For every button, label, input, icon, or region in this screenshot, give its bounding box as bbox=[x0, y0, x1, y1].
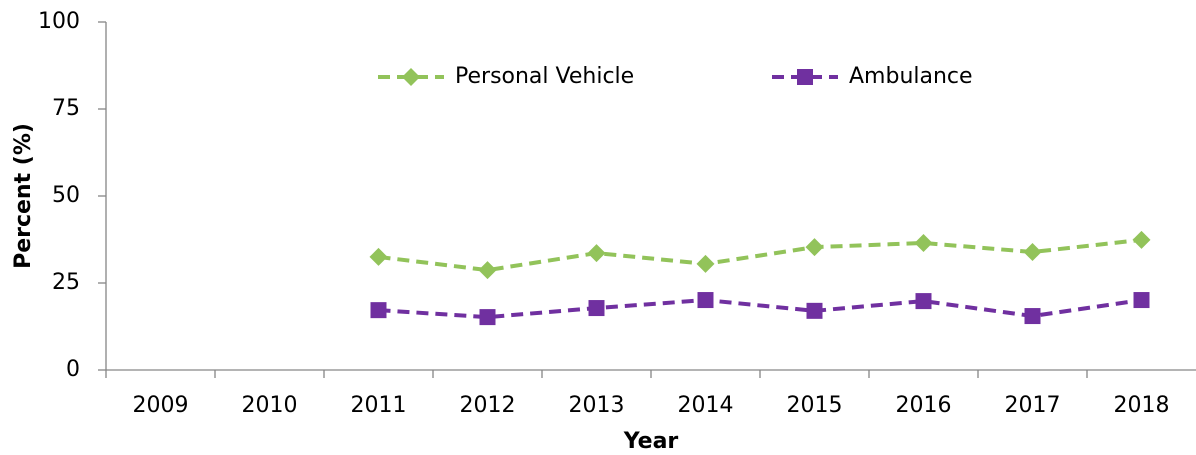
x-tick-label: 2013 bbox=[569, 393, 625, 418]
x-tick-label: 2018 bbox=[1114, 393, 1170, 418]
x-tick-label: 2014 bbox=[678, 393, 734, 418]
marker bbox=[588, 300, 605, 317]
legend-label: Personal Vehicle bbox=[455, 64, 634, 89]
marker bbox=[402, 68, 420, 86]
x-tick-label: 2015 bbox=[787, 393, 843, 418]
series-line bbox=[378, 237, 1142, 273]
marker bbox=[1024, 308, 1041, 325]
marker bbox=[1132, 230, 1151, 249]
marker bbox=[1133, 292, 1150, 309]
marker bbox=[478, 261, 497, 280]
x-tick-label: 2017 bbox=[1005, 393, 1061, 418]
x-tick-label: 2016 bbox=[896, 393, 952, 418]
x-tick-label: 2011 bbox=[351, 393, 407, 418]
marker bbox=[370, 302, 387, 319]
marker bbox=[805, 238, 824, 257]
marker bbox=[479, 309, 496, 326]
x-tick-label: 2010 bbox=[242, 393, 298, 418]
marker bbox=[369, 247, 388, 266]
marker bbox=[697, 292, 714, 309]
marker bbox=[587, 244, 606, 263]
marker bbox=[914, 233, 933, 252]
marker bbox=[915, 293, 932, 310]
y-tick-label: 50 bbox=[52, 183, 80, 208]
y-axis-title: Percent (%) bbox=[11, 123, 36, 269]
legend-label: Ambulance bbox=[849, 64, 973, 89]
x-axis-title: Year bbox=[623, 429, 679, 454]
x-tick-label: 2012 bbox=[460, 393, 516, 418]
series-line bbox=[378, 298, 1142, 320]
marker bbox=[1023, 243, 1042, 262]
marker bbox=[806, 302, 823, 319]
marker bbox=[696, 254, 715, 273]
y-tick-label: 0 bbox=[66, 357, 80, 382]
y-tick-label: 25 bbox=[52, 270, 80, 295]
marker bbox=[797, 69, 813, 85]
y-tick-label: 100 bbox=[38, 9, 80, 34]
x-tick-label: 2009 bbox=[133, 393, 189, 418]
y-tick-label: 75 bbox=[52, 96, 80, 121]
